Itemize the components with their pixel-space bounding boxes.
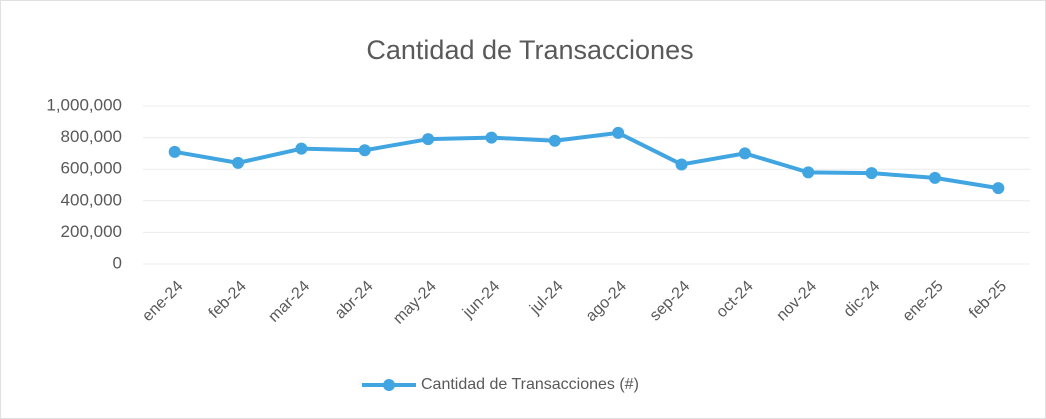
- data-point: [738, 147, 751, 160]
- y-tick-label: 0: [113, 253, 122, 272]
- legend-marker: [383, 379, 395, 391]
- series-line: [174, 130, 999, 191]
- y-tick-label: 800,000: [61, 127, 122, 146]
- data-point: [612, 126, 625, 139]
- data-point: [295, 142, 308, 155]
- data-point: [928, 171, 941, 184]
- y-tick-label: 600,000: [61, 159, 122, 178]
- data-point: [232, 156, 245, 169]
- data-point: [992, 182, 1005, 195]
- legend-label: Cantidad de Transacciones (#): [421, 376, 639, 393]
- data-point: [865, 167, 878, 180]
- data-point: [422, 133, 435, 146]
- data-point: [675, 158, 688, 171]
- data-point: [358, 144, 371, 157]
- y-tick-label: 200,000: [61, 222, 122, 241]
- data-point: [485, 131, 498, 144]
- data-point: [548, 134, 561, 147]
- data-point: [168, 145, 181, 158]
- y-tick-label: 400,000: [61, 190, 122, 209]
- y-tick-label: 1,000,000: [46, 95, 122, 114]
- chart-title: Cantidad de Transacciones: [366, 35, 693, 65]
- data-point: [802, 166, 815, 179]
